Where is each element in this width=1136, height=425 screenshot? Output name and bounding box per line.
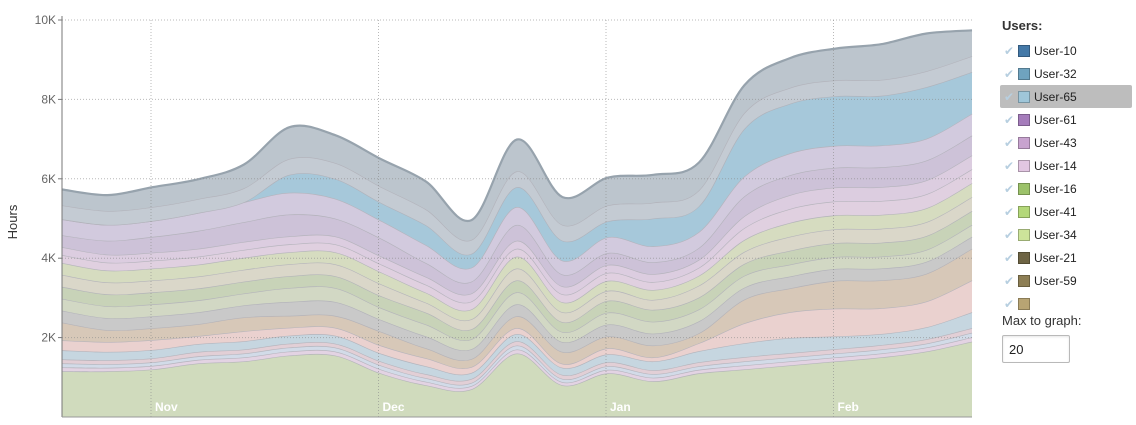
total-outline <box>61 29 973 223</box>
y-tick-label: 10K <box>35 13 56 27</box>
legend-item[interactable]: ✔ User-59 <box>1000 269 1132 292</box>
legend-swatch <box>1018 44 1030 57</box>
chart-grid <box>62 19 972 417</box>
checkmark-icon: ✔ <box>1004 112 1015 127</box>
legend-swatch <box>1018 205 1030 218</box>
legend-item[interactable]: ✔ User-41 <box>1000 200 1132 223</box>
legend-swatch <box>1018 136 1030 149</box>
checkmark-icon: ✔ <box>1004 89 1015 104</box>
y-tick-label: 2K <box>41 331 56 345</box>
chart-svg: 2K 4K 6K 8K 10K Nov Dec Jan Feb Hours <box>5 13 973 418</box>
legend-label: User-10 <box>1034 43 1077 58</box>
legend-label: User-32 <box>1034 66 1077 81</box>
checkmark-icon: ✔ <box>1004 135 1015 150</box>
legend-list[interactable]: ✔ User-10 ✔ User-32 ✔ User-65 ✔ User-61 ✔ User-43… <box>1000 39 1132 321</box>
legend-label: User-16 <box>1034 181 1077 196</box>
y-tick-label: 8K <box>41 92 56 106</box>
chart-layers <box>61 29 973 417</box>
legend-swatch <box>1018 274 1030 287</box>
x-tick-label: Jan <box>610 400 631 414</box>
legend-label: User-41 <box>1034 204 1077 219</box>
area-layer-0 <box>62 341 972 417</box>
checkmark-icon: ✔ <box>1004 273 1015 288</box>
max-to-graph-input[interactable] <box>1002 335 1070 363</box>
checkmark-icon: ✔ <box>1004 158 1015 173</box>
legend: Users: ✔ User-10 ✔ User-32 ✔ User-65 ✔ User-61 ✔… <box>1000 18 1132 321</box>
area-layer-6 <box>62 248 972 369</box>
legend-label: User-14 <box>1034 158 1077 173</box>
legend-title: Users: <box>1002 18 1043 33</box>
x-tick-label: Dec <box>383 400 405 414</box>
area-layer-18 <box>62 30 972 241</box>
checkmark-icon: ✔ <box>1004 181 1015 196</box>
legend-swatch <box>1018 182 1030 195</box>
legend-item[interactable]: ✔ User-65 <box>1000 85 1132 108</box>
checkmark-icon: ✔ <box>1004 66 1015 81</box>
checkmark-icon: ✔ <box>1004 296 1015 311</box>
legend-item[interactable]: ✔ User-21 <box>1000 246 1132 269</box>
checkmark-icon: ✔ <box>1004 204 1015 219</box>
y-tick-label: 6K <box>41 172 56 186</box>
legend-swatch <box>1018 297 1030 310</box>
area-layer-5 <box>62 280 972 375</box>
legend-item[interactable]: ✔ User-16 <box>1000 177 1132 200</box>
legend-label: User-34 <box>1034 227 1077 242</box>
area-layer-2 <box>62 332 972 388</box>
checkmark-icon: ✔ <box>1004 227 1015 242</box>
legend-swatch <box>1018 90 1030 103</box>
y-axis-label: Hours <box>5 204 20 239</box>
legend-label: User-65 <box>1034 89 1077 104</box>
legend-item[interactable]: ✔ User-32 <box>1000 62 1132 85</box>
area-layer-edge-0 <box>61 340 973 392</box>
legend-item[interactable]: ✔ User-34 <box>1000 223 1132 246</box>
legend-label: User-43 <box>1034 135 1077 150</box>
x-tick-label: Feb <box>838 400 859 414</box>
legend-label: User-21 <box>1034 250 1077 265</box>
area-layer-1 <box>62 337 972 392</box>
checkmark-icon: ✔ <box>1004 250 1015 265</box>
stacked-area-chart: 2K 4K 6K 8K 10K Nov Dec Jan Feb Hours <box>5 13 973 418</box>
legend-item[interactable]: ✔ User-10 <box>1000 39 1132 62</box>
legend-swatch <box>1018 228 1030 241</box>
chart-axes: 2K 4K 6K 8K 10K Nov Dec Jan Feb <box>35 13 972 418</box>
y-tick-label: 4K <box>41 251 56 265</box>
legend-swatch <box>1018 67 1030 80</box>
area-layer-4 <box>62 312 972 381</box>
legend-item[interactable]: ✔ User-14 <box>1000 154 1132 177</box>
legend-item[interactable]: ✔ User-43 <box>1000 131 1132 154</box>
legend-label: User-59 <box>1034 273 1077 288</box>
legend-swatch <box>1018 113 1030 126</box>
legend-item[interactable]: ✔ User-61 <box>1000 108 1132 131</box>
max-to-graph: Max to graph: <box>1002 313 1082 363</box>
checkmark-icon: ✔ <box>1004 43 1015 58</box>
x-tick-label: Nov <box>155 400 178 414</box>
legend-swatch <box>1018 251 1030 264</box>
max-to-graph-label: Max to graph: <box>1002 313 1082 328</box>
legend-label: User-61 <box>1034 112 1077 127</box>
legend-swatch <box>1018 159 1030 172</box>
area-layer-3 <box>62 328 972 385</box>
legend-item[interactable]: ✔ <box>1000 292 1132 315</box>
